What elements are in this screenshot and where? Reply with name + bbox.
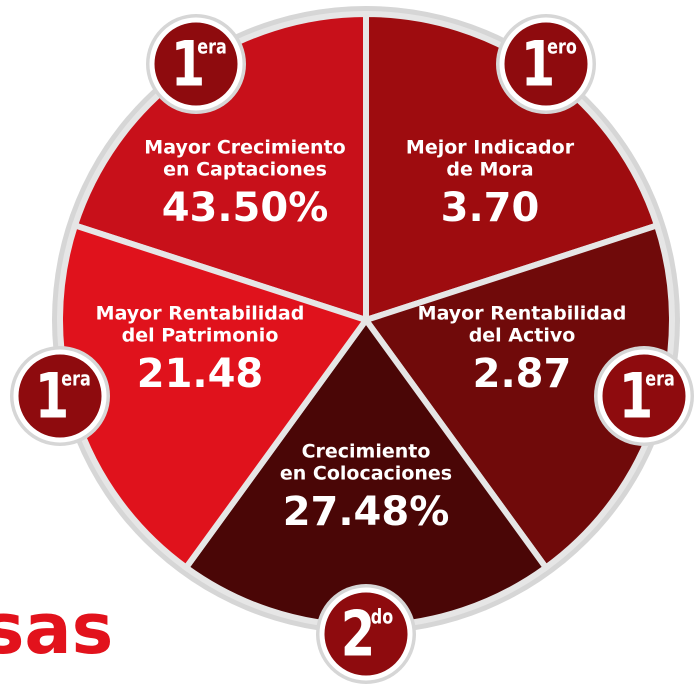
- badge-rank: 2: [341, 599, 376, 671]
- segment-value: 2.87: [473, 351, 572, 397]
- segment-label: del Activo: [469, 325, 576, 347]
- segment-value: 43.50%: [162, 185, 329, 231]
- badge-rank: 1: [171, 29, 206, 101]
- badge: [499, 17, 593, 111]
- segment-label: Mayor Rentabilidad: [418, 303, 627, 325]
- segment-label: en Colocaciones: [280, 463, 452, 485]
- segment-label: Mejor Indicador: [406, 137, 575, 159]
- badge-rank: 1: [521, 29, 556, 101]
- segment-label: Mayor Crecimiento: [144, 137, 345, 159]
- badge-suffix: do: [371, 606, 393, 629]
- segment-value: 3.70: [441, 185, 540, 231]
- badge: [597, 349, 691, 443]
- segment-value: 21.48: [137, 351, 264, 397]
- badge-suffix: era: [197, 36, 227, 59]
- segment-label: de Mora: [446, 159, 533, 181]
- badge-suffix: era: [645, 368, 675, 391]
- badge-text: 2do: [341, 599, 393, 671]
- segment-label: del Patrimonio: [122, 325, 279, 347]
- badge: [149, 17, 243, 111]
- segment-label: en Captaciones: [163, 159, 327, 181]
- badge: [319, 587, 413, 681]
- segment-label: Mayor Rentabilidad: [96, 303, 305, 325]
- badge-rank: 1: [619, 361, 654, 433]
- segment-label: Crecimiento: [302, 441, 431, 463]
- badge-rank: 1: [35, 361, 70, 433]
- footer-text: sas: [0, 588, 113, 670]
- badge-suffix: era: [61, 368, 91, 391]
- badge-suffix: ero: [547, 36, 577, 59]
- segment-value: 27.48%: [283, 489, 450, 535]
- badge: [13, 349, 107, 443]
